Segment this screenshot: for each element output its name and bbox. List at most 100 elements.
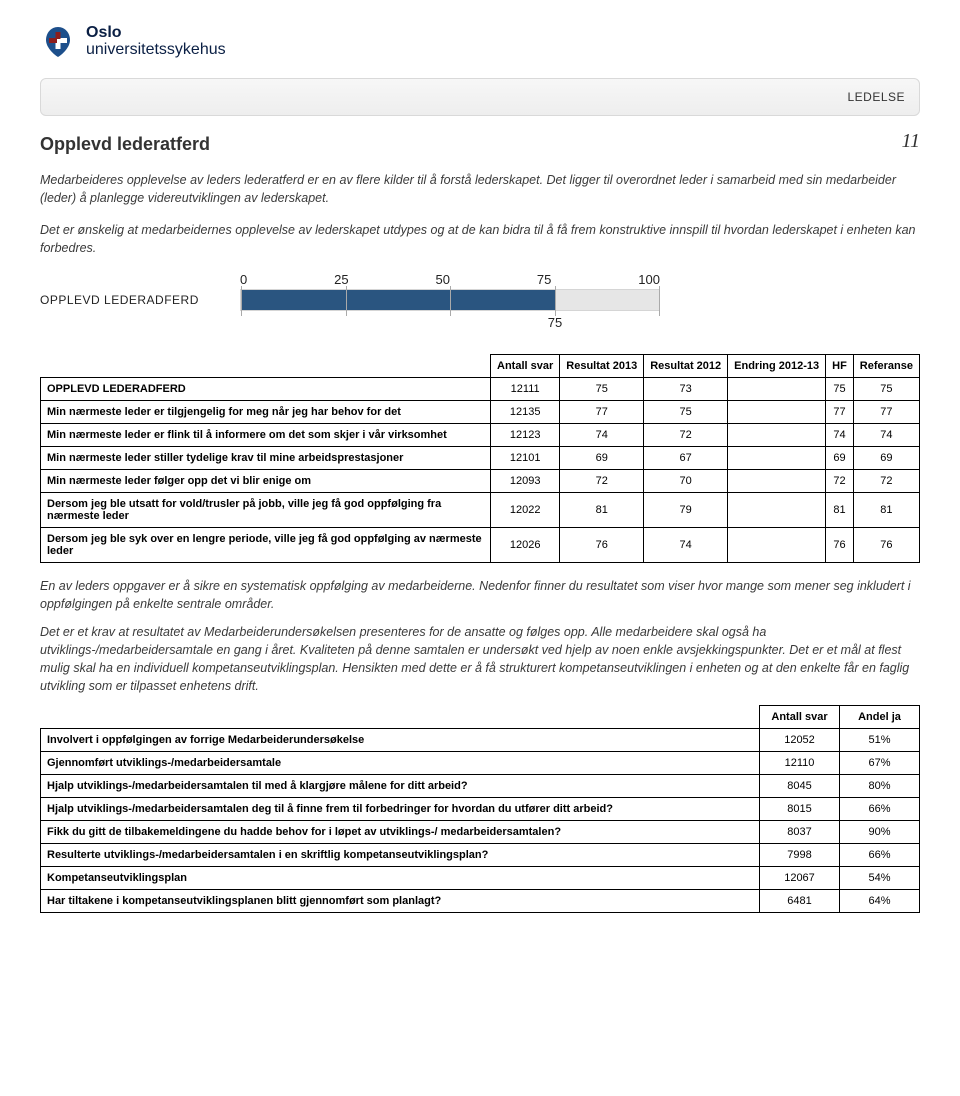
intro-paragraph: Medarbeideres opplevelse av leders leder…: [40, 171, 920, 207]
table-cell: 72: [853, 469, 919, 492]
table-row: OPPLEVD LEDERADFERD1211175737575: [41, 377, 920, 400]
table-cell: 8037: [760, 821, 840, 844]
logo: Oslo universitetssykehus: [40, 24, 920, 60]
table-cell: 8015: [760, 798, 840, 821]
table-cell: 12110: [760, 752, 840, 775]
page-title: Opplevd lederatferd: [40, 134, 210, 155]
gauge-tick-labels: 0255075100: [240, 272, 660, 287]
logo-mark: [40, 24, 76, 60]
table-row: Kompetanseutviklingsplan1206754%: [41, 867, 920, 890]
table-cell: 67: [644, 446, 728, 469]
table-row: Har tiltakene i kompetanseutviklingsplan…: [41, 890, 920, 913]
page-number: 11: [901, 130, 920, 153]
row-label: Resulterte utviklings-/medarbeidersamtal…: [41, 844, 760, 867]
gauge-fill: [241, 290, 555, 310]
gauge-tick: [555, 286, 556, 316]
table-cell: 72: [644, 423, 728, 446]
table-cell: 7998: [760, 844, 840, 867]
row-label: Hjalp utviklings-/medarbeidersamtalen de…: [41, 798, 760, 821]
table-header: Resultat 2013: [560, 354, 644, 377]
intro-paragraph: Det er ønskelig at medarbeidernes opplev…: [40, 221, 920, 257]
gauge: 0255075100 OPPLEVD LEDERADFERD 75: [40, 272, 920, 330]
gauge-tick: [346, 286, 347, 316]
gauge-tick: [659, 286, 660, 316]
followup-table: Antall svarAndel jaInvolvert i oppfølgin…: [40, 705, 920, 913]
table-row: Dersom jeg ble utsatt for vold/trusler p…: [41, 492, 920, 527]
row-label: Involvert i oppfølgingen av forrige Meda…: [41, 729, 760, 752]
logo-text: Oslo universitetssykehus: [86, 25, 226, 59]
row-label: Min nærmeste leder er flink til å inform…: [41, 423, 491, 446]
table-cell: [728, 446, 826, 469]
table-cell: 66%: [840, 798, 920, 821]
table-cell: 64%: [840, 890, 920, 913]
gauge-bar: [240, 289, 660, 311]
body-paragraph: Det er et krav at resultatet av Medarbei…: [40, 623, 920, 696]
table-header: Andel ja: [840, 706, 920, 729]
table-cell: 76: [853, 527, 919, 562]
row-label: Dersom jeg ble utsatt for vold/trusler p…: [41, 492, 491, 527]
table-header: Referanse: [853, 354, 919, 377]
results-table: Antall svarResultat 2013Resultat 2012End…: [40, 354, 920, 563]
table-cell: [728, 377, 826, 400]
table-cell: 8045: [760, 775, 840, 798]
table-row: Min nærmeste leder følger opp det vi bli…: [41, 469, 920, 492]
table-cell: 54%: [840, 867, 920, 890]
table-cell: 73: [644, 377, 728, 400]
table-cell: 75: [644, 400, 728, 423]
table-cell: 69: [826, 446, 854, 469]
table-cell: 81: [853, 492, 919, 527]
table-cell: [728, 492, 826, 527]
table-cell: 51%: [840, 729, 920, 752]
table-cell: 77: [560, 400, 644, 423]
table-cell: 12101: [491, 446, 560, 469]
row-label: Min nærmeste leder stiller tydelige krav…: [41, 446, 491, 469]
gauge-tick-label: 0: [240, 272, 247, 287]
gauge-tick: [450, 286, 451, 316]
gauge-tick-label: 100: [638, 272, 660, 287]
row-label: Hjalp utviklings-/medarbeidersamtalen ti…: [41, 775, 760, 798]
table-cell: 12022: [491, 492, 560, 527]
table-cell: [728, 423, 826, 446]
table-cell: 74: [644, 527, 728, 562]
table-row: Dersom jeg ble syk over en lengre period…: [41, 527, 920, 562]
table-cell: 12052: [760, 729, 840, 752]
row-label: OPPLEVD LEDERADFERD: [41, 377, 491, 400]
table-cell: 12026: [491, 527, 560, 562]
row-label: Fikk du gitt de tilbakemeldingene du had…: [41, 821, 760, 844]
section-banner: LEDELSE: [40, 78, 920, 116]
table-cell: 79: [644, 492, 728, 527]
table-header: Antall svar: [491, 354, 560, 377]
table-cell: 77: [826, 400, 854, 423]
table-cell: 12093: [491, 469, 560, 492]
gauge-tick-label: 25: [334, 272, 348, 287]
table-cell: 12067: [760, 867, 840, 890]
table-row: Hjalp utviklings-/medarbeidersamtalen ti…: [41, 775, 920, 798]
table-cell: 74: [853, 423, 919, 446]
table-cell: 77: [853, 400, 919, 423]
table-cell: 69: [853, 446, 919, 469]
table-cell: [728, 400, 826, 423]
table-cell: 75: [826, 377, 854, 400]
logo-line1: Oslo: [86, 25, 226, 42]
table-cell: 90%: [840, 821, 920, 844]
table-corner: [41, 706, 760, 729]
gauge-value-text: 75: [548, 315, 562, 330]
table-cell: 6481: [760, 890, 840, 913]
table-row: Min nærmeste leder er tilgjengelig for m…: [41, 400, 920, 423]
table-cell: 12135: [491, 400, 560, 423]
table-cell: [728, 469, 826, 492]
table-cell: 76: [560, 527, 644, 562]
table-cell: 74: [560, 423, 644, 446]
body-paragraph: En av leders oppgaver er å sikre en syst…: [40, 577, 920, 613]
table-cell: 76: [826, 527, 854, 562]
table-cell: 12123: [491, 423, 560, 446]
title-row: Opplevd lederatferd 11: [40, 130, 920, 165]
page: Oslo universitetssykehus LEDELSE Opplevd…: [0, 0, 960, 953]
gauge-tick-label: 50: [436, 272, 450, 287]
table-row: Involvert i oppfølgingen av forrige Meda…: [41, 729, 920, 752]
table-header: Endring 2012-13: [728, 354, 826, 377]
table-cell: 81: [560, 492, 644, 527]
table-header: Resultat 2012: [644, 354, 728, 377]
table-row: Hjalp utviklings-/medarbeidersamtalen de…: [41, 798, 920, 821]
row-label: Dersom jeg ble syk over en lengre period…: [41, 527, 491, 562]
